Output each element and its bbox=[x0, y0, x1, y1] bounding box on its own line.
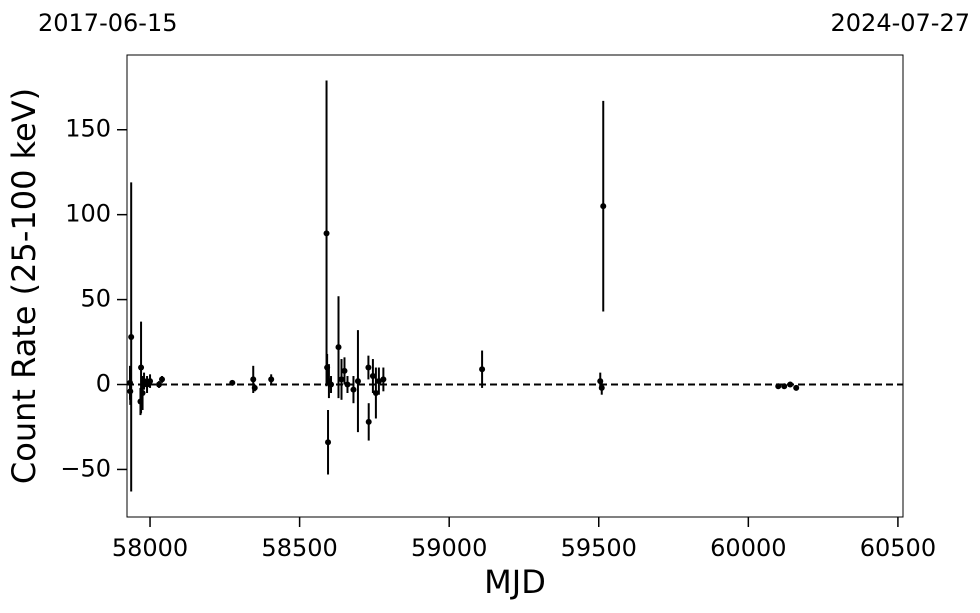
plot-frame bbox=[126, 54, 904, 518]
x-tick-label: 60000 bbox=[710, 534, 786, 562]
data-point bbox=[128, 333, 135, 340]
data-point bbox=[156, 381, 163, 388]
data-point bbox=[781, 383, 788, 390]
x-tick-label: 58500 bbox=[261, 534, 337, 562]
date-start: 2017-06-15 bbox=[38, 9, 177, 37]
data-point bbox=[354, 378, 361, 385]
date-end: 2024-07-27 bbox=[831, 9, 970, 37]
data-point bbox=[350, 386, 357, 393]
y-tick-label: −50 bbox=[60, 454, 111, 482]
y-tick-label: 100 bbox=[65, 200, 111, 228]
x-tick-label: 59500 bbox=[561, 534, 637, 562]
data-point bbox=[338, 376, 345, 383]
data-point bbox=[139, 390, 146, 397]
data-point bbox=[251, 384, 258, 391]
data-point bbox=[365, 418, 372, 425]
data-point bbox=[328, 381, 335, 388]
data-point bbox=[380, 376, 387, 383]
data-point bbox=[159, 376, 166, 383]
data-point bbox=[229, 379, 236, 386]
data-point bbox=[323, 230, 330, 237]
data-point bbox=[775, 383, 782, 390]
data-point bbox=[365, 364, 372, 371]
data-point bbox=[793, 384, 800, 391]
data-point bbox=[268, 376, 275, 383]
data-point bbox=[147, 378, 154, 385]
x-tick-label: 58000 bbox=[112, 534, 188, 562]
x-tick-label: 60500 bbox=[860, 534, 936, 562]
data-point bbox=[250, 376, 257, 383]
data-point bbox=[372, 390, 379, 397]
y-tick-label: 50 bbox=[80, 285, 111, 313]
y-tick-label: 150 bbox=[65, 115, 111, 143]
data-point bbox=[341, 367, 348, 374]
x-tick-label: 59000 bbox=[411, 534, 487, 562]
x-axis-label: MJD bbox=[484, 563, 546, 601]
data-point bbox=[787, 381, 794, 388]
data-point bbox=[335, 344, 342, 351]
y-axis-label: Count Rate (25-100 keV) bbox=[5, 88, 43, 484]
data-point bbox=[479, 366, 486, 373]
data-point bbox=[598, 384, 605, 391]
data-point bbox=[369, 373, 376, 380]
y-tick-label: 0 bbox=[96, 370, 111, 398]
data-point bbox=[325, 439, 332, 446]
data-point bbox=[600, 203, 607, 210]
data-point bbox=[344, 381, 351, 388]
data-point bbox=[138, 364, 145, 371]
